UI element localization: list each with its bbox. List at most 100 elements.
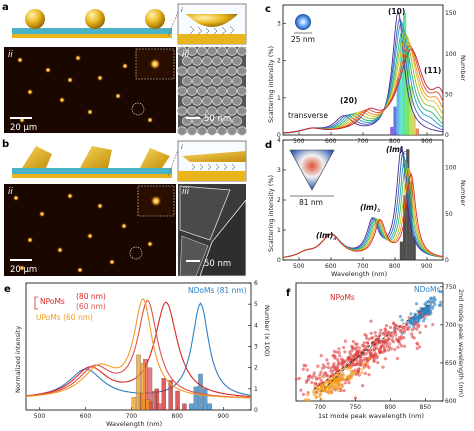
scatter-point: [338, 376, 342, 380]
scatter-point: [301, 392, 306, 396]
sem-particle: [201, 116, 212, 126]
scatter-point: [350, 349, 354, 353]
darkfield-dot: [108, 258, 116, 266]
scatter-point: [329, 369, 333, 373]
scatter-point: [402, 336, 406, 340]
scatter-point: [331, 364, 335, 368]
panel-e-legend: NDoMs (81 nm) NPoMs (80 nm) (60 nm) UPoM…: [34, 286, 247, 322]
scatter-point: [316, 364, 320, 368]
scatter-point: [395, 356, 400, 361]
scatter-point: [321, 385, 325, 389]
scatter-point: [359, 362, 363, 366]
scatter-point: [425, 300, 429, 304]
scatter-point: [317, 394, 321, 398]
scatter-point: [373, 331, 377, 335]
scatter-point: [367, 356, 371, 360]
x-axis-label: 1st mode peak wavelength (nm): [318, 412, 424, 420]
y2-tick-label: 100: [445, 51, 457, 58]
x-tick-label: 700: [126, 413, 138, 420]
sem-particle: [206, 66, 217, 76]
scatter-point: [415, 327, 419, 331]
scatter-point: [368, 353, 372, 358]
panel-c-mode-11: (11): [424, 66, 441, 75]
spectrum-line: [25, 299, 251, 399]
scatter-point: [334, 378, 338, 382]
scatter-point: [396, 345, 400, 349]
scatter-point: [366, 344, 370, 348]
histogram-bar: [198, 373, 203, 411]
scatter-point: [346, 375, 350, 379]
scatter-point: [389, 347, 393, 351]
scatter-point: [355, 345, 359, 350]
panel-b-schematic: [12, 146, 172, 178]
sem-particle: [186, 46, 197, 56]
scatter-point: [440, 290, 444, 294]
scatter-point: [361, 363, 366, 367]
scatter-point: [390, 338, 394, 342]
scatter-point: [383, 340, 387, 344]
scatter-point: [421, 319, 426, 323]
sem-particle: [221, 116, 232, 126]
scatter-point: [317, 376, 321, 380]
scatter-point: [346, 356, 350, 360]
x-tick-label: 800: [172, 413, 184, 420]
scatter-point: [409, 312, 413, 316]
panel-b-label: b: [2, 139, 9, 150]
scatter-point: [332, 385, 336, 389]
scatter-point: [325, 374, 329, 378]
histogram-bar: [145, 399, 150, 411]
y2-axis-label: Number: [459, 180, 467, 206]
scatter-point: [439, 303, 443, 307]
sem-particle: [196, 106, 207, 116]
sem-particle: [201, 76, 212, 86]
panel-e: e 500 600 700 800 900 0 1 2 3 4 5 6 Wavelength (nm) N…: [4, 280, 271, 428]
histogram-bar: [168, 380, 173, 411]
y2-tick-label: 150: [445, 10, 457, 17]
scatter-point: [310, 376, 314, 380]
legend-ndoms: NDoMs (81 nm): [188, 286, 247, 295]
scatter-point: [399, 328, 403, 332]
scatter-point: [415, 346, 419, 350]
sem-particle: [226, 86, 237, 96]
scatter-point: [378, 331, 382, 335]
panel-a-darkfield-image: ii 20 μm: [4, 47, 176, 133]
sem-particle: [211, 56, 222, 66]
spectrum-line: [282, 172, 444, 258]
histogram-bar: [131, 397, 137, 411]
panel-b-inset-i-label: i: [181, 144, 183, 151]
sem-particle: [236, 126, 247, 136]
panel-c-plot: 500 600 700 800 900 0 1 2 3 0 50 100 150 Scattering i…: [267, 10, 467, 145]
scatter-point: [417, 323, 421, 327]
x-tick-label: 600: [80, 413, 92, 420]
scatter-point: [402, 325, 406, 330]
sem-particle: [236, 106, 247, 116]
panel-f-ndoms-label: NDoMs: [414, 285, 440, 294]
scatter-point: [360, 371, 364, 375]
darkfield-dot: [121, 62, 129, 70]
scatter-point: [307, 374, 311, 379]
x-tick-label: 700: [315, 404, 327, 411]
y-axis-label: Scattering intensity (%): [267, 175, 275, 252]
scatter-point: [376, 361, 380, 365]
panel-c: c 500 600 700 800 900 0 1 2 3 0 50 100 150 Scattering…: [265, 4, 467, 145]
sem-particle: [231, 76, 242, 86]
scatter-point: [402, 344, 407, 348]
sem-particle: [211, 96, 222, 106]
scatter-point: [354, 348, 358, 352]
y-tick-label: 4: [277, 137, 281, 144]
scatter-point: [338, 368, 343, 372]
scatter-point: [398, 314, 402, 319]
spectrum-line: [282, 48, 444, 134]
sem-particle: [191, 56, 202, 66]
histogram-bar: [207, 403, 212, 411]
y2-tick-label: 0: [445, 257, 449, 264]
sem-particle: [226, 126, 237, 136]
trend-line: [320, 332, 384, 393]
sem-particle: [186, 86, 197, 96]
histogram-bar: [156, 403, 162, 411]
scatter-point: [433, 298, 437, 302]
x-tick-label: 500: [293, 138, 305, 145]
scatter-point: [384, 331, 388, 335]
sem-particle: [216, 46, 227, 56]
scatter-point: [433, 302, 437, 307]
